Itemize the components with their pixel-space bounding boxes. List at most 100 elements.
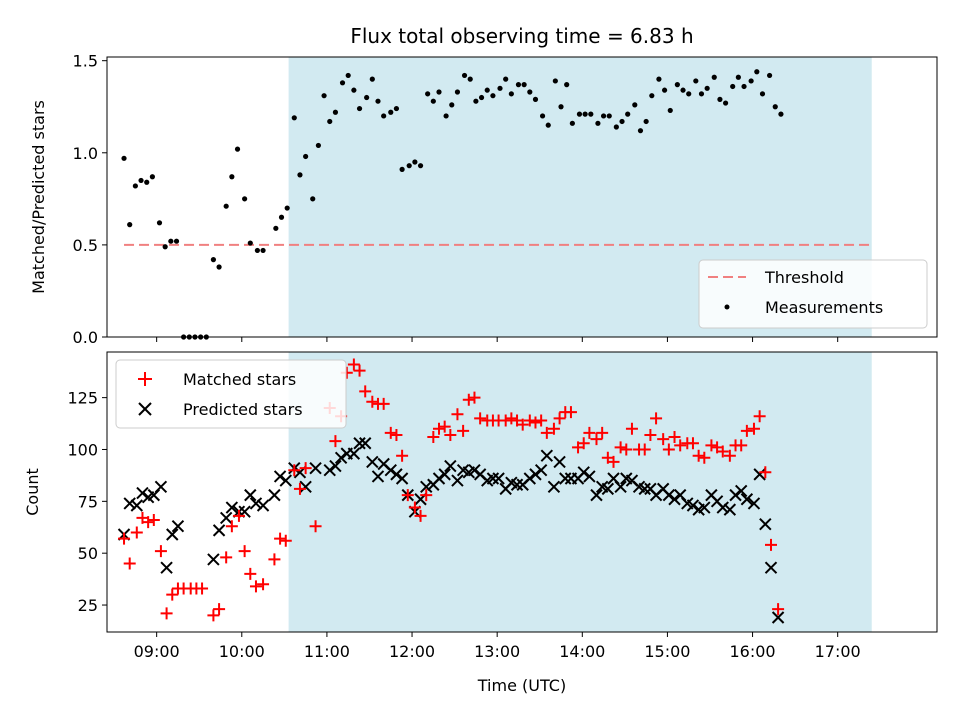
- matched-star-point: [401, 489, 414, 502]
- matched-star-point: [142, 516, 155, 529]
- measurement-point: [156, 220, 163, 226]
- predicted-star-point: [486, 472, 500, 485]
- y-tick-label: 125: [67, 389, 98, 408]
- measurement-point: [210, 257, 217, 263]
- matched-star-point: [160, 607, 173, 620]
- measurement-point: [388, 109, 394, 115]
- matched-star-point: [268, 553, 281, 566]
- measurement-point: [461, 72, 468, 79]
- measurement-point: [436, 89, 442, 95]
- measurement-point: [576, 111, 583, 117]
- y-tick-label: 50: [78, 544, 98, 563]
- x-tick-label: 15:00: [644, 642, 690, 661]
- measurement-point: [484, 87, 490, 93]
- predicted-star-point: [716, 501, 729, 514]
- legend-measurements-swatch: [724, 304, 730, 310]
- predicted-star-point: [723, 503, 737, 516]
- measurement-point: [297, 172, 303, 178]
- legend-matched-swatch: [138, 372, 152, 386]
- measurement-point: [443, 113, 449, 119]
- x-tick-label: 14:00: [559, 642, 605, 661]
- matched-star-point: [347, 358, 360, 371]
- measurement-point: [144, 179, 150, 185]
- legend-predicted-label: Predicted stars: [183, 400, 303, 419]
- measurement-point: [539, 113, 546, 119]
- predicted-star-point: [166, 528, 179, 541]
- predicted-star-point: [390, 468, 403, 481]
- predicted-star-point: [256, 499, 270, 512]
- matched-star-point: [759, 466, 772, 479]
- ratio-plot-frame: [106, 56, 938, 338]
- matched-star-point: [674, 439, 687, 452]
- measurement-point: [430, 98, 436, 104]
- matched-star-point: [225, 520, 238, 533]
- measurement-point: [503, 76, 509, 82]
- matched-star-point: [535, 414, 548, 427]
- measurement-point: [704, 85, 710, 91]
- measurement-point: [661, 87, 668, 93]
- legend-threshold-label: Threshold: [764, 268, 844, 287]
- measurement-points: [121, 69, 784, 340]
- measurement-point: [722, 100, 729, 106]
- matched-star-point: [166, 588, 179, 601]
- matched-star-point: [444, 428, 457, 441]
- matched-star-point: [547, 422, 560, 435]
- measurement-point: [588, 111, 594, 117]
- measurement-point: [632, 102, 638, 108]
- measurement-point: [717, 96, 723, 102]
- predicted-star-point: [668, 493, 681, 506]
- matched-star-point: [698, 451, 711, 464]
- measurement-point: [339, 80, 346, 86]
- measurement-point: [558, 104, 564, 110]
- legend-matched-label: Matched stars: [183, 370, 296, 389]
- measurement-point: [381, 113, 387, 119]
- matched-star-point: [366, 395, 379, 408]
- matched-star-point: [457, 424, 470, 437]
- count-y-ticks: 25 50 75 100 125: [67, 389, 107, 615]
- predicted-star-point: [268, 488, 281, 502]
- measurement-point: [284, 205, 290, 211]
- measurement-point: [478, 94, 485, 101]
- predicted-star-point: [371, 470, 385, 483]
- predicted-star-points: [117, 437, 785, 624]
- y-tick-label: 0.0: [73, 328, 98, 347]
- matched-star-point: [309, 520, 322, 533]
- matched-star-point: [499, 414, 512, 427]
- predicted-star-point: [590, 488, 603, 502]
- predicted-star-point: [420, 480, 433, 494]
- predicted-star-point: [438, 468, 451, 481]
- measurement-point: [698, 91, 705, 97]
- measurement-point: [173, 238, 180, 244]
- measurement-point: [766, 72, 773, 79]
- ratio-x-tick-marks: [156, 337, 839, 342]
- predicted-star-point: [171, 520, 185, 533]
- predicted-star-point: [747, 497, 761, 510]
- measurement-point: [345, 72, 351, 79]
- matched-star-point: [433, 422, 445, 435]
- measurement-point: [497, 85, 503, 91]
- matched-star-point: [638, 443, 651, 456]
- predicted-star-point: [451, 474, 464, 487]
- predicted-star-point: [583, 470, 596, 483]
- ratio-legend: Threshold Measurements: [698, 259, 928, 329]
- matched-star-point: [396, 449, 409, 462]
- matched-star-point: [772, 603, 785, 616]
- predicted-star-point: [510, 478, 524, 491]
- measurement-point: [467, 76, 473, 82]
- matched-star-point: [438, 420, 451, 433]
- matched-star-point: [377, 397, 390, 410]
- matched-star-point: [274, 532, 287, 545]
- matched-star-point: [279, 534, 292, 547]
- predicted-star-point: [395, 472, 409, 485]
- measurement-point: [473, 98, 479, 104]
- matched-star-point: [249, 580, 262, 593]
- measurement-point: [393, 105, 400, 112]
- predicted-star-point: [529, 468, 542, 481]
- predicted-star-point: [540, 449, 554, 462]
- matched-star-point: [740, 424, 753, 437]
- predicted-star-point: [686, 499, 700, 512]
- y-tick-label: 1.5: [73, 52, 98, 71]
- measurement-point: [315, 142, 322, 149]
- measurement-point: [229, 174, 235, 180]
